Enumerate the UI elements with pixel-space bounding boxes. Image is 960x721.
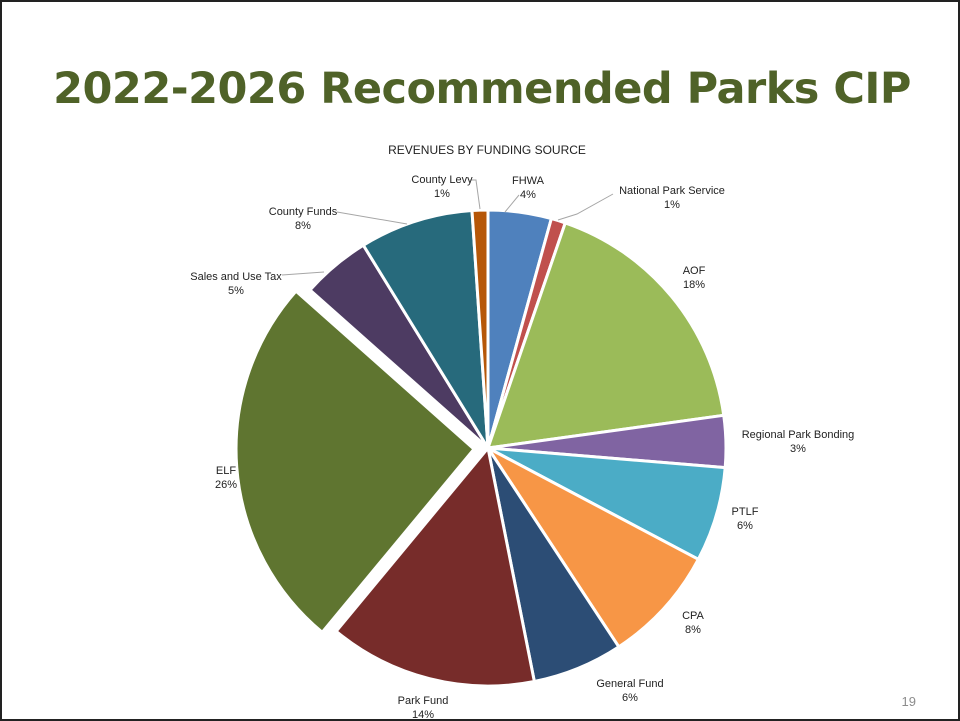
page-number: 19 [901, 694, 916, 709]
slice-label-cpa: CPA 8% [682, 610, 704, 636]
pie-slice-cpa [486, 446, 700, 649]
slice-name: Regional Park Bonding [742, 429, 855, 441]
slice-percent: 4% [520, 189, 536, 201]
slice-percent: 3% [790, 443, 806, 455]
pie-slice-elf [234, 289, 476, 634]
slice-label-park-fund: Park Fund 14% [398, 695, 449, 721]
slice-name: County Levy [411, 174, 473, 186]
pie-slice-county-funds [361, 209, 490, 450]
slice-percent: 1% [434, 188, 450, 200]
slice-name: Park Fund [398, 695, 449, 707]
slice-percent: 8% [295, 220, 311, 232]
leader-line-national-park-service [557, 193, 614, 221]
slice-percent: 26% [215, 479, 237, 491]
slice-percent: 18% [683, 279, 705, 291]
chart-title: REVENUES BY FUNDING SOURCE [388, 143, 586, 157]
leader-line-sales-and-use-tax [281, 271, 325, 276]
slice-percent: 1% [664, 199, 680, 211]
pie-slice-aof [486, 221, 726, 450]
slice-name: ELF [216, 465, 236, 477]
slice-label-elf: ELF 26% [215, 465, 237, 491]
slice-percent: 5% [228, 285, 244, 297]
slice-percent: 8% [685, 624, 701, 636]
slice-name: PTLF [732, 506, 759, 518]
slice-percent: 6% [737, 520, 753, 532]
slice-label-sales-and-use-tax: Sales and Use Tax 5% [190, 271, 282, 297]
slice-label-aof: AOF 18% [683, 265, 706, 291]
pie-slice-county-levy [470, 208, 490, 450]
slice-label-fhwa: FHWA 4% [512, 175, 545, 201]
slice-name: National Park Service [619, 185, 725, 197]
leader-line-fhwa [504, 194, 520, 213]
slice-name: General Fund [596, 678, 663, 690]
slice-label-ptlf: PTLF 6% [732, 506, 759, 532]
slice-label-county-funds: County Funds 8% [269, 206, 338, 232]
leader-line-county-levy [470, 179, 481, 210]
slice-name: CPA [682, 610, 704, 622]
slice-percent: 14% [412, 709, 434, 721]
slice-label-general-fund: General Fund 6% [596, 678, 663, 704]
slice-name: Sales and Use Tax [190, 271, 282, 283]
slice-label-regional-park-bonding: Regional Park Bonding 3% [742, 429, 855, 455]
leader-line-county-funds [336, 211, 408, 225]
slice-label-county-levy: County Levy 1% [411, 174, 473, 200]
slice-name: AOF [683, 265, 706, 277]
slice-percent: 6% [622, 692, 638, 704]
slice-name: FHWA [512, 175, 545, 187]
slice-label-national-park-service: National Park Service 1% [619, 185, 725, 211]
slide-title: 2022-2026 Recommended Parks CIP [53, 64, 911, 114]
slice-name: County Funds [269, 206, 338, 218]
pie-slice-park-fund [334, 446, 536, 688]
